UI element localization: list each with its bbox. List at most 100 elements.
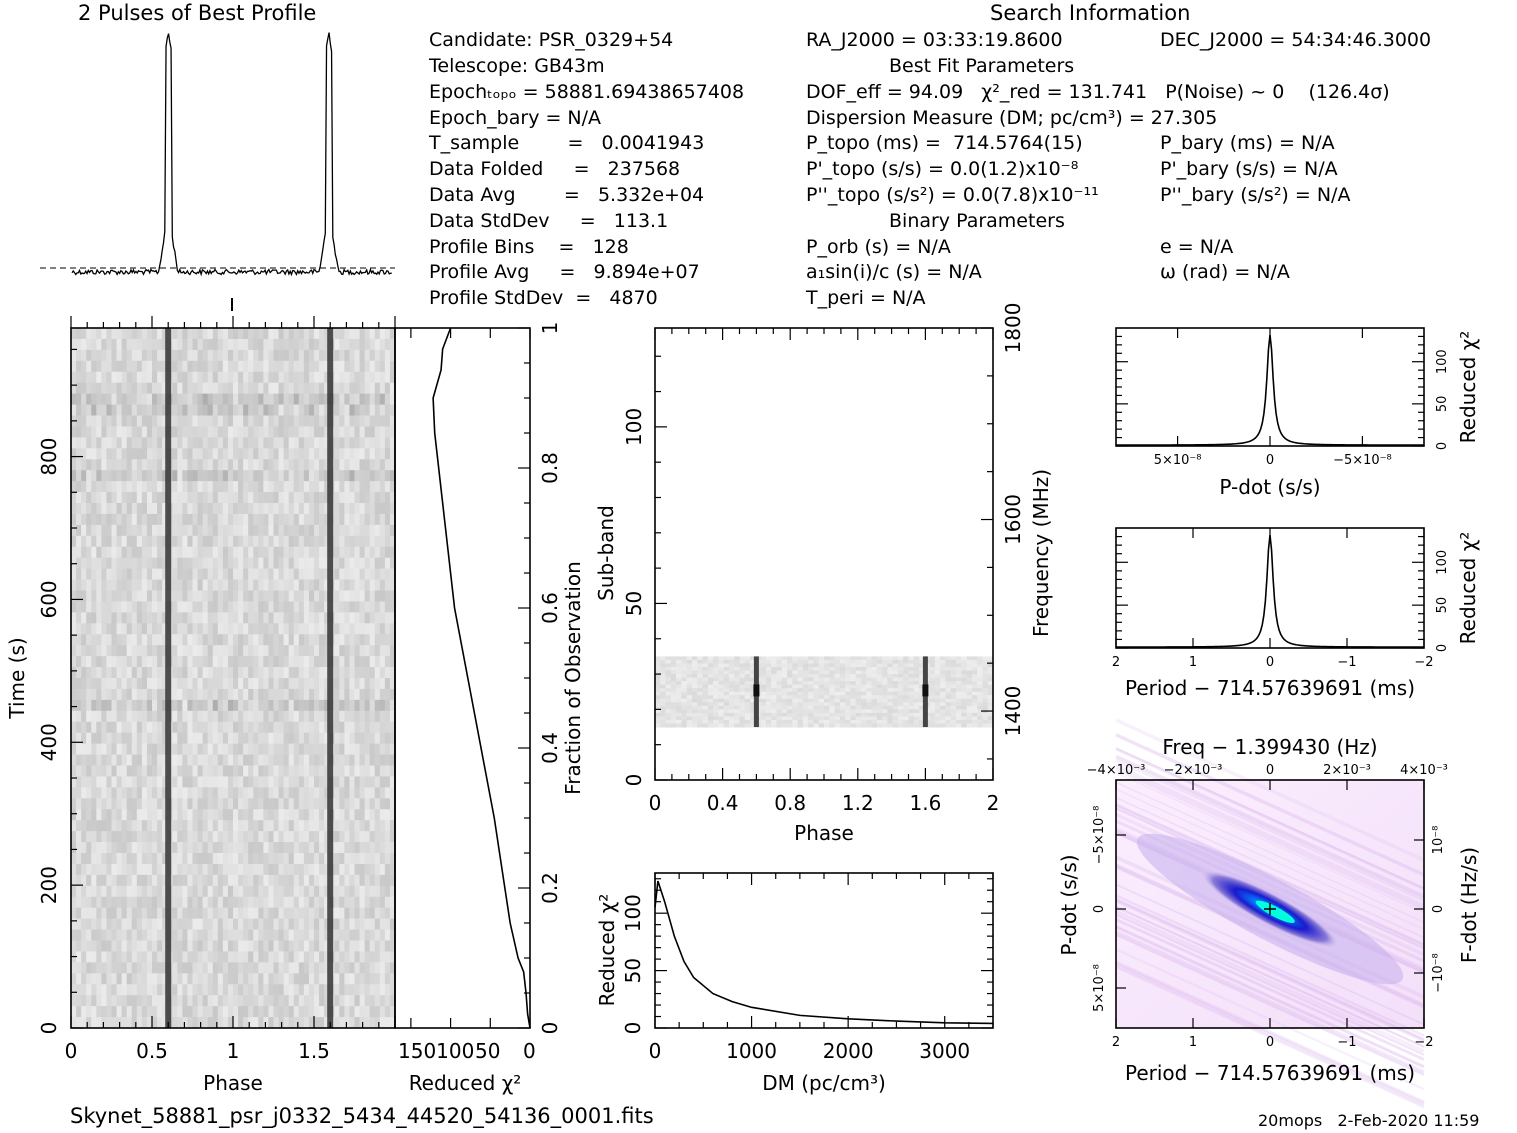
time-phase-cell <box>192 634 199 646</box>
time-phase-cell <box>197 929 204 941</box>
time-phase-cell <box>136 710 143 723</box>
time-phase-cell <box>344 667 350 679</box>
time-phase-cell <box>96 853 102 865</box>
time-phase-cell <box>227 710 234 723</box>
time-phase-cell <box>278 874 285 887</box>
time-phase-cell <box>86 470 92 482</box>
time-phase-cell <box>212 404 219 416</box>
time-phase-cell <box>86 656 92 668</box>
time-phase-cell <box>136 667 143 679</box>
subband-cell <box>971 674 978 679</box>
time-phase-cell <box>258 853 264 865</box>
time-phase-cell <box>177 349 183 362</box>
subband-cell <box>834 674 841 679</box>
subband-cell <box>713 691 719 696</box>
time-phase-cell <box>187 349 193 362</box>
time-phase-cell <box>106 459 112 471</box>
time-phase-cell <box>76 437 82 449</box>
time-phase-cell <box>283 842 290 854</box>
time-phase-cell <box>217 656 224 668</box>
time-phase-cell <box>293 710 300 723</box>
time-phase-cell <box>136 415 143 427</box>
time-phase-cell <box>222 995 229 1007</box>
time-phase-cell <box>303 459 310 471</box>
time-phase-cell <box>116 809 123 821</box>
time-phase-cell <box>162 437 168 449</box>
time-phase-cell <box>172 656 178 668</box>
time-phase-cell <box>76 557 82 570</box>
time-phase-cell <box>71 535 77 548</box>
time-phase-cell <box>177 415 183 427</box>
subband-cell <box>781 674 788 679</box>
time-phase-cell <box>86 754 92 766</box>
time-phase-cell <box>192 546 199 559</box>
time-phase-cell <box>182 940 188 952</box>
time-phase-cell <box>162 590 168 602</box>
time-phase-cell <box>369 601 376 613</box>
time-phase-cell <box>248 656 254 668</box>
subband-cell <box>940 684 946 689</box>
subband-cell <box>771 670 777 675</box>
time-phase-cell <box>121 940 128 952</box>
time-phase-cell <box>207 448 214 460</box>
time-phase-cell <box>162 885 168 898</box>
time-phase-cell <box>126 787 133 799</box>
subband-cell <box>919 684 925 689</box>
time-phase-cell <box>146 382 153 395</box>
time-phase-cell <box>212 656 219 668</box>
time-phase-cell <box>162 634 168 646</box>
subband-cell <box>765 684 772 689</box>
time-phase-cell <box>217 688 224 701</box>
time-phase-cell <box>141 645 148 657</box>
time-phase-cell <box>131 984 138 996</box>
time-phase-cell <box>339 721 345 734</box>
subband-cell <box>987 677 994 682</box>
subband-cell <box>776 677 783 682</box>
time-phase-cell <box>258 448 264 460</box>
time-phase-cell <box>359 918 366 931</box>
subband-cell <box>734 691 740 696</box>
time-phase-cell <box>268 513 274 526</box>
subband-cell <box>655 667 661 672</box>
subband-cell <box>676 659 682 664</box>
time-phase-cell <box>303 896 310 909</box>
time-phase-cell <box>238 535 244 548</box>
time-phase-cell <box>227 678 234 690</box>
time-phase-cell <box>182 743 188 756</box>
subband-cell <box>908 659 915 664</box>
time-phase-cell <box>222 754 229 766</box>
time-phase-cell <box>308 809 315 821</box>
y-tick-label: 0.2 <box>538 872 562 904</box>
time-phase-cell <box>233 831 239 843</box>
time-phase-cell <box>187 1006 193 1018</box>
time-phase-cell <box>293 535 300 548</box>
time-phase-cell <box>172 535 178 548</box>
time-phase-cell <box>146 459 153 471</box>
time-phase-cell <box>283 634 290 646</box>
time-phase-cell <box>157 371 163 384</box>
time-phase-cell <box>187 929 193 941</box>
time-phase-cell <box>278 787 285 799</box>
time-phase-cell <box>379 765 386 777</box>
time-phase-cell <box>177 721 183 734</box>
time-phase-cell <box>349 842 355 854</box>
time-phase-cell <box>141 863 148 876</box>
time-phase-cell <box>319 503 325 515</box>
subband-cell <box>934 684 941 689</box>
time-phase-cell <box>233 656 239 668</box>
time-phase-cell <box>324 459 330 471</box>
time-phase-cell <box>187 710 193 723</box>
time-phase-cell <box>253 885 259 898</box>
time-phase-cell <box>136 557 143 570</box>
time-phase-cell <box>217 492 224 504</box>
time-phase-cell <box>157 481 163 493</box>
time-phase-cell <box>253 634 259 646</box>
time-phase-cell <box>222 470 229 482</box>
time-phase-cell <box>207 601 214 613</box>
time-phase-cell <box>116 459 123 471</box>
time-phase-cell <box>162 688 168 701</box>
time-phase-cell <box>182 885 188 898</box>
time-phase-cell <box>182 513 188 526</box>
time-phase-cell <box>384 732 391 745</box>
subband-cell <box>876 667 883 672</box>
